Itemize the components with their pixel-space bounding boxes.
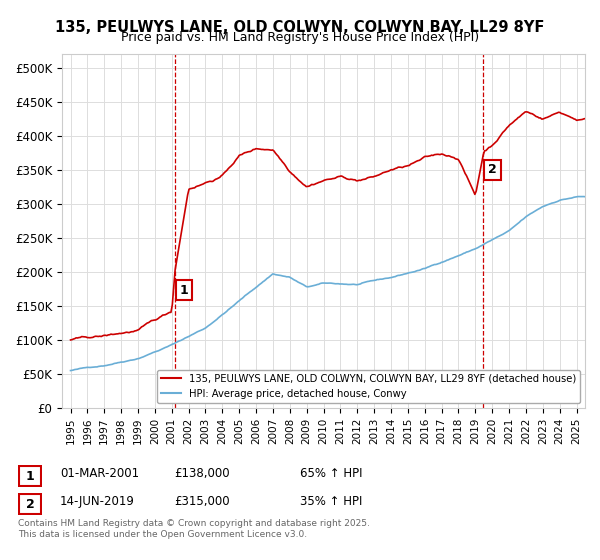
Text: 1: 1	[179, 284, 188, 297]
Legend: 135, PEULWYS LANE, OLD COLWYN, COLWYN BAY, LL29 8YF (detached house), HPI: Avera: 135, PEULWYS LANE, OLD COLWYN, COLWYN BA…	[157, 370, 580, 403]
Text: 01-MAR-2001: 01-MAR-2001	[60, 466, 139, 480]
Text: 14-JUN-2019: 14-JUN-2019	[60, 494, 135, 508]
Text: £315,000: £315,000	[174, 494, 230, 508]
Text: 65% ↑ HPI: 65% ↑ HPI	[300, 466, 362, 480]
Text: Price paid vs. HM Land Registry's House Price Index (HPI): Price paid vs. HM Land Registry's House …	[121, 31, 479, 44]
Text: 2: 2	[26, 497, 34, 511]
Text: 1: 1	[26, 469, 34, 483]
Text: 135, PEULWYS LANE, OLD COLWYN, COLWYN BAY, LL29 8YF: 135, PEULWYS LANE, OLD COLWYN, COLWYN BA…	[55, 20, 545, 35]
Text: £138,000: £138,000	[174, 466, 230, 480]
Text: 35% ↑ HPI: 35% ↑ HPI	[300, 494, 362, 508]
Text: 2: 2	[488, 164, 497, 176]
Text: Contains HM Land Registry data © Crown copyright and database right 2025.
This d: Contains HM Land Registry data © Crown c…	[18, 520, 370, 539]
